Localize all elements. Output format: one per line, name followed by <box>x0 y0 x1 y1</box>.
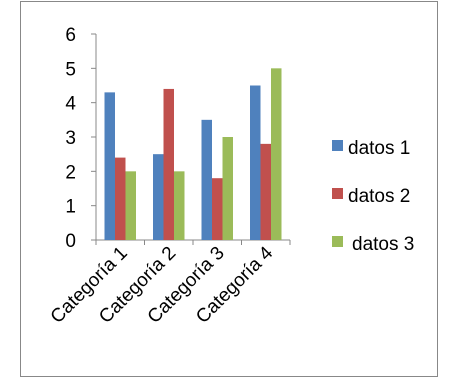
legend-label: datos 3 <box>352 234 414 255</box>
y-tick-labels: 0 1 2 3 4 5 6 <box>65 25 76 252</box>
bar <box>153 154 164 240</box>
bar <box>250 85 261 240</box>
bar <box>271 68 282 240</box>
chart-legend: datos 1 datos 2 datos 3 <box>332 138 414 255</box>
legend-swatch <box>332 236 343 247</box>
bar <box>174 171 185 240</box>
y-tick-label: 4 <box>65 94 76 115</box>
y-tick-label: 6 <box>65 25 76 46</box>
chart-bars <box>104 68 282 240</box>
y-tick-label: 1 <box>65 197 76 218</box>
legend-label: datos 1 <box>348 138 410 159</box>
legend-label: datos 2 <box>348 186 410 207</box>
bar <box>115 157 126 240</box>
legend-swatch <box>332 140 343 151</box>
y-tick-label: 5 <box>65 59 76 80</box>
bar <box>125 171 136 240</box>
bar <box>201 119 212 240</box>
bar <box>260 143 271 240</box>
y-tick-label: 2 <box>65 162 76 183</box>
y-tick-label: 0 <box>65 231 76 252</box>
bar <box>104 92 115 240</box>
bar <box>163 88 174 240</box>
legend-swatch <box>332 188 343 199</box>
bar <box>212 178 223 240</box>
bar <box>222 137 233 240</box>
y-tick-label: 3 <box>65 128 76 149</box>
